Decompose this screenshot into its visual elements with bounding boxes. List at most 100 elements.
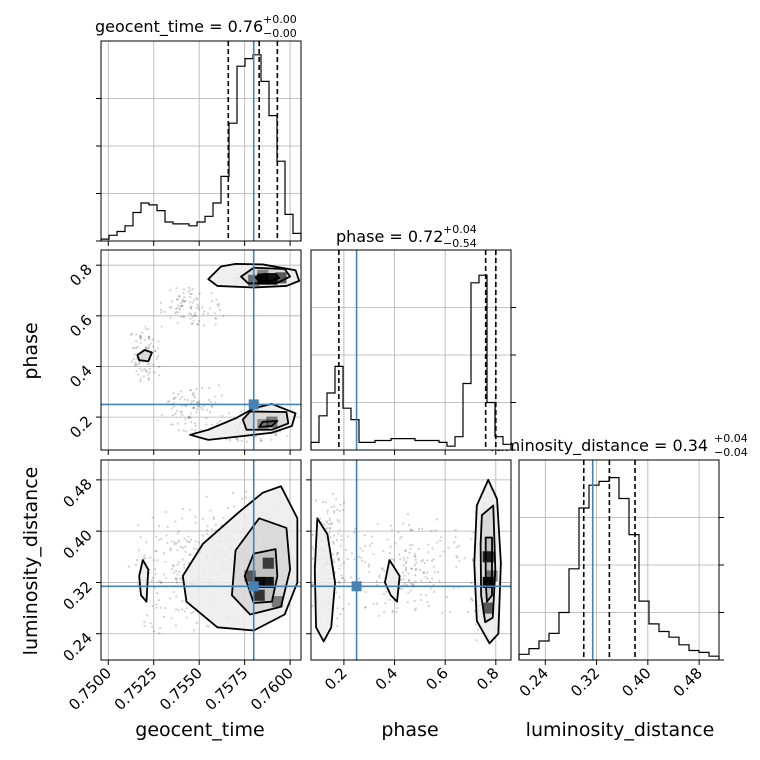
x-tick-label: 0.48 — [670, 664, 706, 700]
sample-point — [194, 515, 197, 518]
sample-point — [201, 387, 204, 390]
contour-line-3-sigma — [384, 559, 401, 603]
sample-point — [160, 581, 163, 584]
x-tick-label: 0.7525 — [111, 664, 161, 714]
sample-point — [147, 328, 150, 331]
sample-point — [245, 440, 248, 443]
sample-point — [158, 627, 162, 630]
sample-point — [183, 610, 186, 613]
sample-point — [129, 333, 132, 336]
contour-line-3-sigma — [313, 517, 336, 643]
sample-point — [166, 525, 169, 528]
sample-point — [175, 298, 179, 301]
sample-point — [195, 548, 199, 551]
sample-point — [217, 305, 220, 308]
sample-point — [150, 579, 154, 583]
sample-point — [133, 353, 136, 356]
sample-point — [143, 620, 146, 624]
sample-point — [178, 294, 181, 297]
sample-point — [136, 373, 140, 376]
sample-point — [185, 430, 188, 433]
x-tick-label: 0.7500 — [65, 664, 115, 714]
sample-point — [195, 387, 198, 391]
sample-point — [368, 544, 372, 547]
sample-point — [151, 625, 154, 628]
sample-point — [331, 553, 334, 556]
sample-point — [336, 518, 339, 522]
sample-point — [181, 600, 184, 603]
sample-point — [191, 315, 194, 318]
title-geocent-time-minus: −0.00 — [263, 27, 297, 40]
sample-point — [197, 306, 201, 309]
sample-point — [168, 306, 171, 309]
sample-point — [139, 536, 142, 539]
sample-point — [137, 524, 140, 527]
sample-point — [396, 606, 399, 610]
sample-point — [184, 422, 187, 425]
sample-point — [164, 576, 167, 579]
title-phase: phase = 0.72 +0.04 −0.54 — [336, 223, 477, 250]
title-luminosity-distance-minus: −0.04 — [714, 446, 748, 459]
sample-point — [143, 367, 146, 371]
sample-point — [197, 541, 200, 544]
x-tick-label: 0.6 — [422, 664, 452, 694]
sample-point — [418, 568, 422, 572]
sample-point — [456, 556, 459, 559]
sample-point — [402, 522, 405, 525]
sample-point — [179, 577, 182, 580]
sample-point — [411, 543, 414, 547]
sample-point — [471, 599, 474, 602]
sample-point — [337, 532, 340, 535]
sample-point — [414, 573, 417, 577]
sample-point — [344, 548, 347, 552]
sample-point — [180, 304, 183, 307]
sample-point — [408, 544, 411, 547]
sample-point — [413, 609, 417, 612]
sample-point — [174, 624, 178, 627]
sample-point — [226, 506, 230, 510]
sample-point — [346, 557, 349, 561]
sample-point — [337, 557, 340, 560]
sample-point — [134, 346, 138, 350]
sample-point — [438, 554, 442, 557]
sample-point — [215, 298, 218, 301]
sample-point — [145, 370, 148, 373]
sample-point — [189, 312, 193, 316]
sample-point — [169, 289, 172, 292]
sample-point — [339, 544, 342, 547]
sample-point — [139, 335, 142, 338]
sample-point — [158, 365, 161, 369]
sample-point — [175, 307, 178, 310]
sample-point — [457, 544, 460, 548]
sample-point — [147, 336, 150, 339]
sample-point — [372, 553, 375, 556]
sample-point — [184, 545, 187, 548]
sample-point — [145, 346, 148, 349]
y-tick-label: 0.40 — [59, 526, 95, 562]
sample-point — [407, 591, 410, 594]
sample-point — [270, 438, 273, 441]
sample-point — [175, 287, 178, 290]
diag-frame — [518, 459, 720, 661]
sample-point — [148, 362, 152, 365]
sample-point — [409, 589, 412, 592]
hist2d-cell — [257, 273, 269, 285]
sample-point — [404, 582, 407, 586]
sample-point — [325, 520, 328, 523]
hist2d-cell — [266, 273, 278, 285]
sample-point — [417, 547, 420, 551]
diag-panel-geocent-time — [96, 40, 302, 246]
sample-point — [144, 346, 147, 349]
sample-point — [209, 509, 212, 512]
sample-point — [411, 582, 415, 585]
sample-point — [324, 524, 327, 527]
sample-point — [134, 363, 138, 366]
sample-point — [182, 315, 186, 319]
sample-point — [166, 542, 169, 545]
sample-point — [336, 508, 339, 512]
sample-point — [430, 577, 434, 580]
sample-point — [137, 549, 141, 552]
panel-content — [101, 250, 301, 450]
sample-point — [221, 414, 224, 417]
sample-point — [176, 563, 179, 566]
